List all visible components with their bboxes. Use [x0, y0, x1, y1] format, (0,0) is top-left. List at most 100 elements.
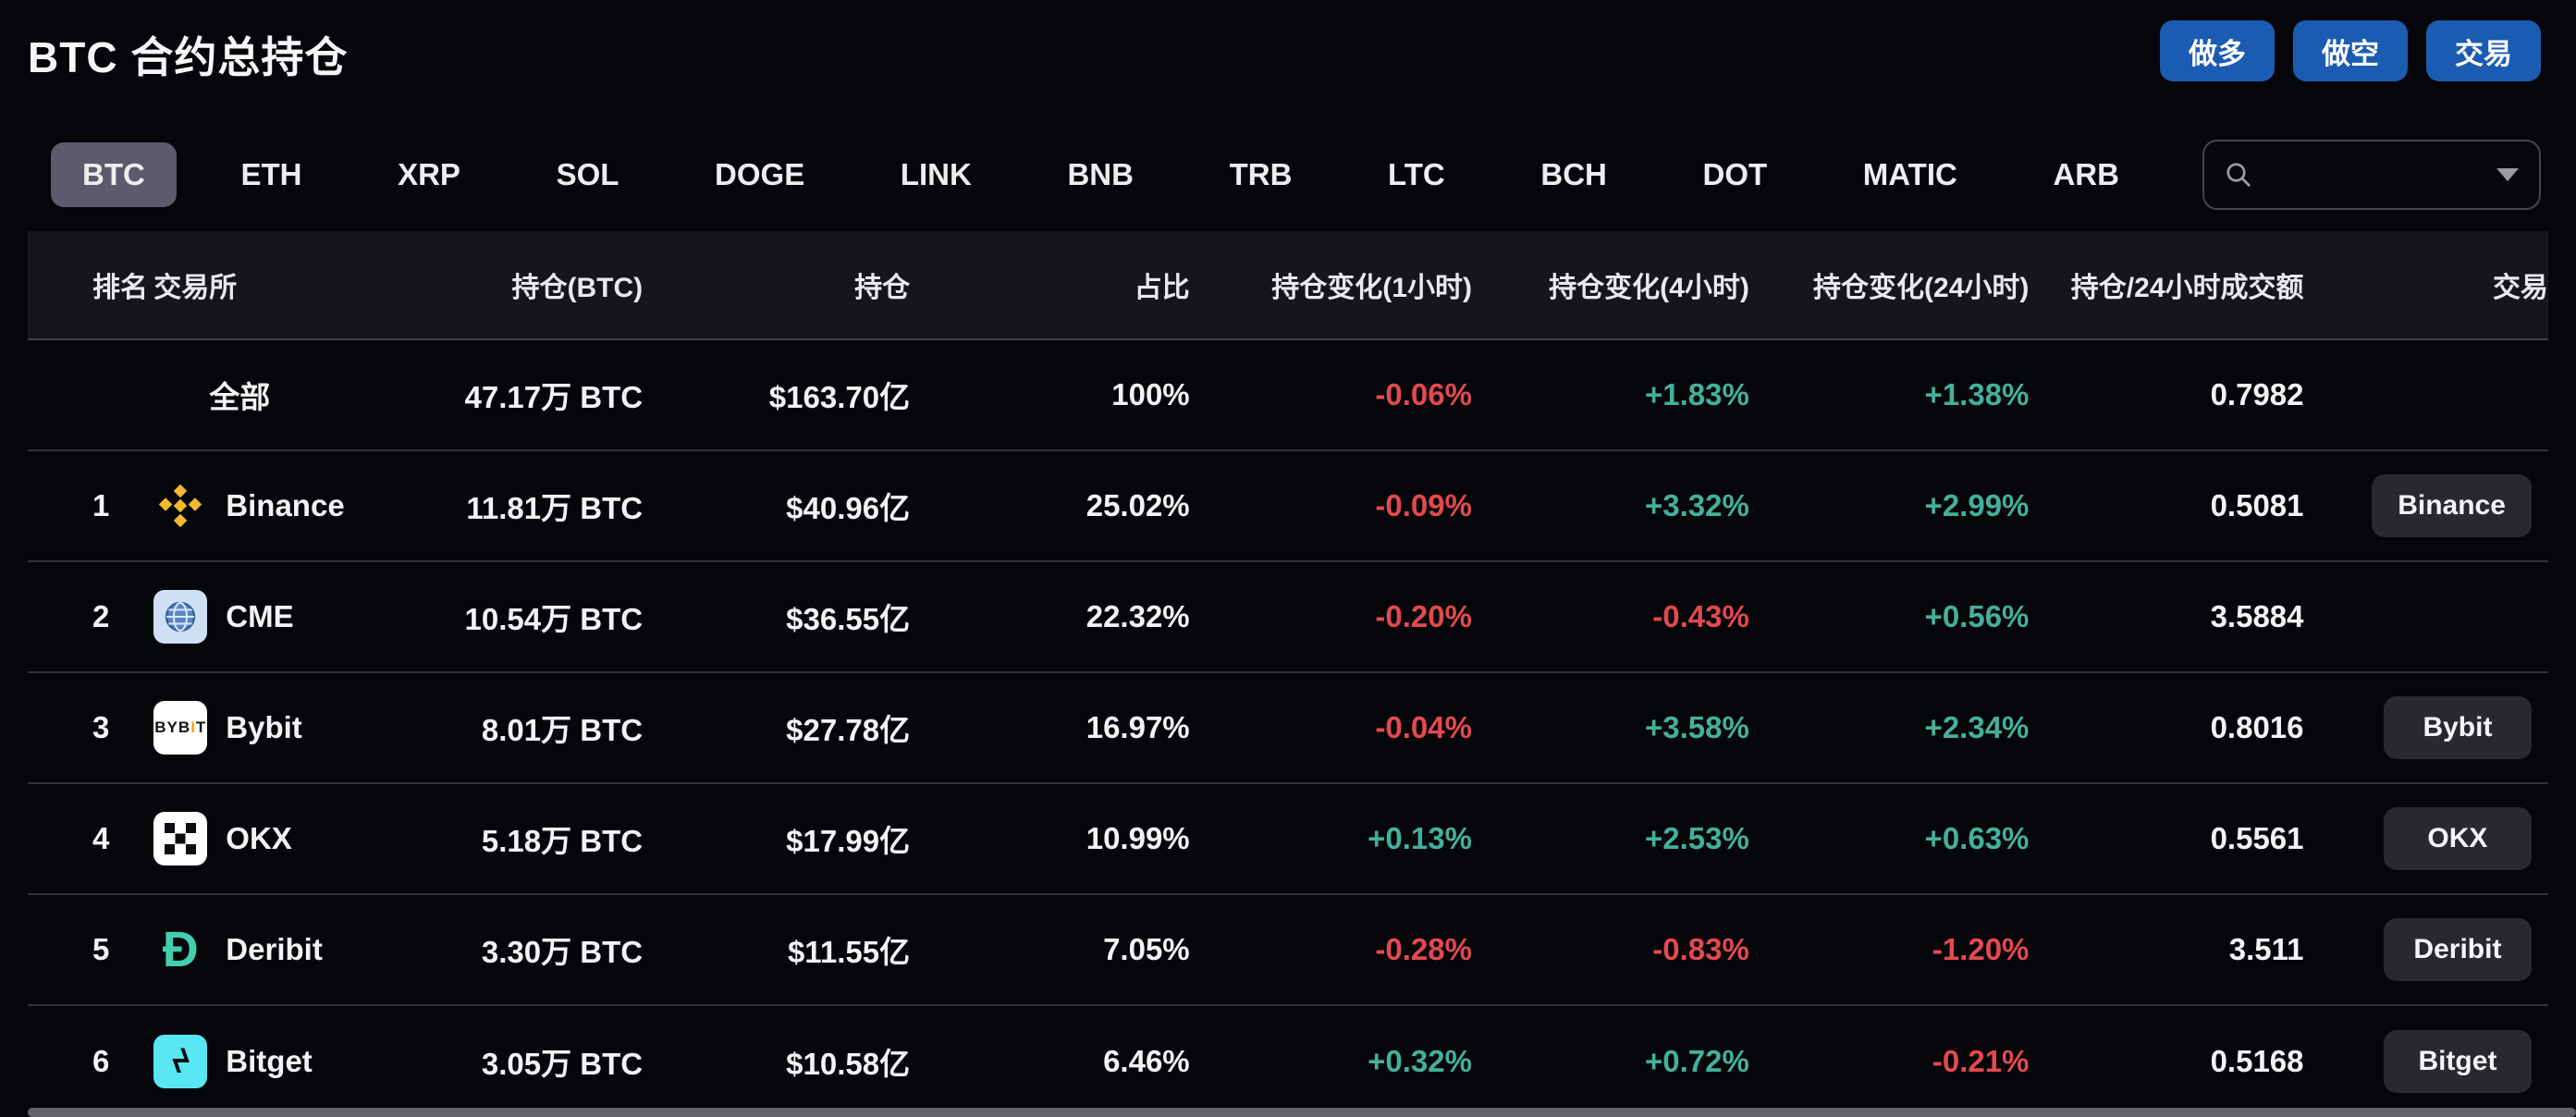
cell-oi-volume-ratio: 0.5081 — [2210, 488, 2304, 522]
cme-icon — [153, 590, 208, 644]
exchange-name: Bitget — [226, 1044, 313, 1078]
cell-exchange: CME — [153, 590, 390, 644]
exchange-trade-button[interactable]: Binance — [2372, 474, 2532, 537]
cell-share: 22.32% — [1086, 599, 1190, 633]
cell-change-1h: +0.13% — [1368, 821, 1472, 855]
cell-change-24h: +0.63% — [1924, 821, 2030, 855]
tab-doge[interactable]: DOGE — [715, 157, 805, 191]
cell-share: 16.97% — [1086, 710, 1190, 744]
cell-change-1h: -0.06% — [1375, 377, 1472, 411]
table-row-okx: 4 OKX 5.18万 BTC $17.99亿 10.99% +0.13% +2.53% +0… — [28, 784, 2548, 895]
tab-bnb[interactable]: BNB — [1067, 157, 1134, 191]
cell-exchange: OKX — [153, 812, 390, 865]
cell-change-4h: +3.32% — [1644, 488, 1749, 522]
cell-rank: 3 — [92, 710, 110, 744]
exchange-name: Deribit — [226, 932, 323, 966]
exchange-trade-button[interactable]: Bitget — [2383, 1030, 2532, 1093]
cell-rank: 1 — [92, 488, 110, 522]
table-row-all: 全部 47.17万 BTC $163.70亿 100% -0.06% +1.83% +1.3… — [28, 340, 2548, 451]
cell-change-24h: +2.99% — [1924, 488, 2030, 522]
search-input[interactable] — [2265, 159, 2496, 190]
column-header-9: 交易 — [2492, 273, 2548, 303]
cell-trade: Binance — [2304, 474, 2548, 537]
column-header-1: 交易所 — [153, 273, 238, 303]
exchange-name: CME — [226, 599, 294, 633]
column-header-4: 占比 — [1134, 273, 1190, 303]
cell-exchange: BYBIT Bybit — [153, 701, 390, 755]
cell-oi-volume-ratio: 0.8016 — [2210, 710, 2304, 744]
cell-exchange: Binance — [153, 479, 390, 533]
cell-oi-volume-ratio: 0.7982 — [2210, 377, 2304, 411]
exchange-name: Bybit — [226, 710, 302, 744]
no-icon — [153, 368, 190, 422]
tab-sol[interactable]: SOL — [556, 157, 619, 191]
bitget-icon: ϟ — [153, 1035, 208, 1088]
cell-change-1h: -0.20% — [1375, 599, 1472, 633]
open-interest-table: 排名 交易所 持仓(BTC) 持仓 占比 持仓变化(1小时) 持仓变化(4小时) 持仓变化(2… — [28, 231, 2548, 1117]
tab-eth[interactable]: ETH — [240, 157, 302, 191]
exchange-trade-button[interactable]: Bybit — [2383, 696, 2532, 759]
cell-oi-usd: $17.99亿 — [786, 824, 911, 858]
cell-oi-volume-ratio: 0.5561 — [2210, 821, 2304, 855]
cell-trade: Bitget — [2304, 1030, 2548, 1093]
tab-trb[interactable]: TRB — [1229, 157, 1293, 191]
short-button[interactable]: 做空 — [2293, 20, 2408, 81]
binance-icon — [153, 479, 207, 533]
cell-trade: OKX — [2304, 807, 2548, 870]
tab-link[interactable]: LINK — [900, 157, 972, 191]
cell-change-4h: +0.72% — [1644, 1044, 1749, 1078]
tab-matic[interactable]: MATIC — [1862, 157, 1957, 191]
cell-share: 10.99% — [1086, 821, 1190, 855]
top-bar: BTC 合约总持仓 做多 做空 交易 — [0, 0, 2576, 118]
column-header-8: 持仓/24小时成交额 — [2070, 273, 2304, 303]
cell-share: 100% — [1111, 377, 1190, 411]
cell-share: 25.02% — [1086, 488, 1190, 522]
cell-share: 7.05% — [1103, 932, 1190, 966]
tab-xrp[interactable]: XRP — [398, 157, 460, 191]
cell-oi-volume-ratio: 3.5884 — [2210, 599, 2304, 633]
tab-arb[interactable]: ARB — [2053, 157, 2119, 191]
cell-change-4h: +3.58% — [1644, 710, 1749, 744]
cell-rank: 6 — [92, 1044, 110, 1078]
cell-oi-usd: $10.58亿 — [786, 1047, 911, 1081]
trade-button[interactable]: 交易 — [2426, 20, 2541, 81]
table-row-bitget: 6 ϟ Bitget 3.05万 BTC $10.58亿 6.46% +0.32% +0.72… — [28, 1006, 2548, 1117]
exchange-trade-button[interactable]: Deribit — [2383, 918, 2532, 981]
cell-exchange: ϟ Bitget — [153, 1035, 390, 1088]
cell-change-24h: -1.20% — [1932, 932, 2030, 966]
coin-tabs-row: BTC ETH XRP SOL DOGE LINK BNB TRB LTC BCH DOT MATIC… — [0, 118, 2576, 231]
exchange-trade-button[interactable]: OKX — [2383, 807, 2532, 870]
cell-exchange: 全部 — [153, 368, 390, 422]
coin-search-combobox[interactable] — [2202, 140, 2541, 210]
cell-change-24h: +0.56% — [1924, 599, 2030, 633]
chevron-down-icon[interactable] — [2496, 168, 2519, 181]
cell-rank: 5 — [92, 932, 110, 966]
long-button[interactable]: 做多 — [2160, 20, 2275, 81]
action-buttons: 做多 做空 交易 — [2160, 20, 2541, 81]
cell-oi-usd: $40.96亿 — [786, 491, 911, 525]
table-header: 排名 交易所 持仓(BTC) 持仓 占比 持仓变化(1小时) 持仓变化(4小时) 持仓变化(2… — [28, 231, 2548, 340]
column-header-5: 持仓变化(1小时) — [1271, 273, 1472, 303]
cell-change-4h: -0.43% — [1652, 599, 1749, 633]
tab-dot[interactable]: DOT — [1702, 157, 1768, 191]
cell-oi-btc: 11.81万 BTC — [466, 491, 644, 525]
table-row-binance: 1 Binance 11.81万 BTC $40.96亿 25.02% -0.09% +3.… — [28, 451, 2548, 562]
tab-ltc[interactable]: LTC — [1388, 157, 1445, 191]
horizontal-scrollbar[interactable] — [28, 1108, 2576, 1117]
cell-share: 6.46% — [1103, 1044, 1190, 1078]
cell-change-4h: +1.83% — [1644, 377, 1749, 411]
tab-bch[interactable]: BCH — [1540, 157, 1607, 191]
column-header-6: 持仓变化(4小时) — [1549, 273, 1749, 303]
okx-icon — [153, 812, 208, 865]
cell-change-4h: +2.53% — [1644, 821, 1749, 855]
cell-change-4h: -0.83% — [1652, 932, 1749, 966]
cell-oi-volume-ratio: 0.5168 — [2210, 1044, 2304, 1078]
table-row-cme: 2 CME 10.54万 BTC $36.55亿 22.32% -0.20% -0.43% +… — [28, 562, 2548, 673]
cell-change-1h: -0.04% — [1375, 710, 1472, 744]
cell-change-24h: -0.21% — [1932, 1044, 2030, 1078]
cell-rank: 2 — [92, 599, 110, 633]
cell-oi-btc: 47.17万 BTC — [464, 380, 644, 414]
cell-oi-btc: 5.18万 BTC — [481, 824, 644, 858]
tab-btc[interactable]: BTC — [51, 142, 177, 207]
cell-oi-volume-ratio: 3.511 — [2228, 932, 2304, 966]
